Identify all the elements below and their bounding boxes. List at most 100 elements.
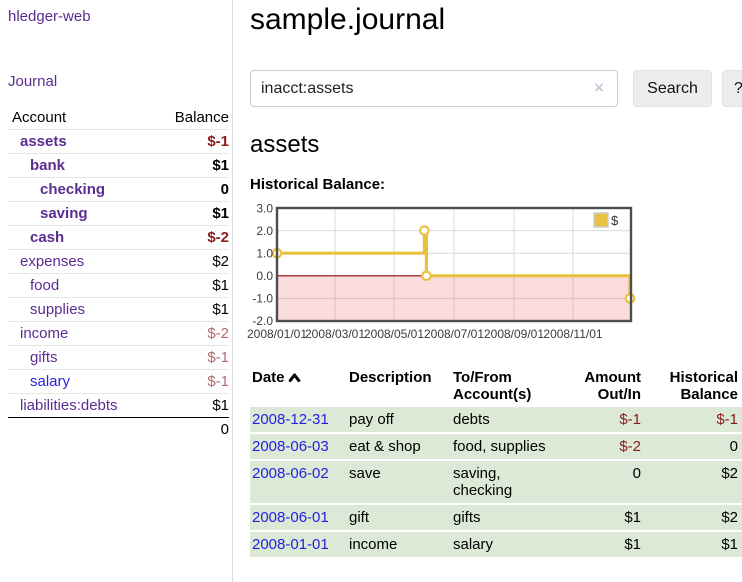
svg-text:2008/01/01: 2008/01/01 <box>247 327 307 341</box>
balance-column-header[interactable]: Historical Balance <box>669 369 738 403</box>
account-link[interactable]: expenses <box>20 253 85 270</box>
account-row-checking: checking 0 <box>8 177 229 202</box>
account-row-salary: salary $-1 <box>8 369 229 394</box>
svg-text:2.0: 2.0 <box>256 224 273 238</box>
transaction-accounts: food, supplies <box>451 433 557 461</box>
description-column-header[interactable]: Description <box>349 369 432 386</box>
account-link[interactable]: food <box>30 277 60 294</box>
transaction-description: gift <box>347 504 451 532</box>
sidebar: hledger-web Journal Account Balance asse… <box>0 0 233 582</box>
transaction-accounts: saving, checking <box>451 460 557 505</box>
transaction-amount: $1 <box>557 504 645 532</box>
transaction-balance: $-1 <box>645 407 742 434</box>
transaction-row: 2008-01-01 income salary $1 $1 <box>250 531 742 559</box>
transaction-date-link[interactable]: 2008-06-02 <box>250 460 347 505</box>
transaction-description: pay off <box>347 407 451 434</box>
account-link[interactable]: salary <box>30 373 71 390</box>
transaction-balance: $2 <box>645 504 742 532</box>
transaction-balance: $2 <box>645 460 742 505</box>
account-balance: $1 <box>212 157 229 174</box>
accounts-total: 0 <box>220 421 229 438</box>
search-input[interactable] <box>250 70 618 107</box>
transaction-amount: $-2 <box>557 433 645 461</box>
account-balance: $1 <box>212 397 229 414</box>
accounts-column-header[interactable]: To/From Account(s) <box>453 369 532 403</box>
main-content: sample.journal × Search ? assets Histori… <box>247 0 742 559</box>
search-button[interactable]: Search <box>633 70 712 107</box>
account-row-cash: cash $-2 <box>8 225 229 250</box>
transaction-accounts: gifts <box>451 504 557 532</box>
balance-col-header: Balance <box>174 109 229 126</box>
account-row-saving: saving $1 <box>8 201 229 226</box>
transaction-date-link[interactable]: 2008-01-01 <box>250 531 347 559</box>
account-link[interactable]: bank <box>30 157 66 174</box>
help-button[interactable]: ? <box>722 70 742 107</box>
transaction-date-link[interactable]: 2008-06-03 <box>250 433 347 461</box>
transaction-date-link[interactable]: 2008-06-01 <box>250 504 347 532</box>
legend-label: $ <box>611 213 619 228</box>
transaction-accounts: debts <box>451 407 557 434</box>
account-balance: $1 <box>212 205 229 222</box>
account-row-bank: bank $1 <box>8 153 229 178</box>
chart-legend: $ <box>591 211 625 230</box>
account-row-expenses: expenses $2 <box>8 249 229 274</box>
transaction-balance: $1 <box>645 531 742 559</box>
accounts-total-row: 0 <box>8 417 229 442</box>
account-balance: $2 <box>212 253 229 270</box>
historical-balance-chart: $ 3.0 2.0 1.0 0.0 -1.0 -2.0 2008/01/01 2… <box>245 198 742 351</box>
account-row-assets: assets $-1 <box>8 129 229 154</box>
transaction-row: 2008-12-31 pay off debts $-1 $-1 <box>250 407 742 434</box>
account-balance: $-2 <box>207 229 229 246</box>
account-row-gifts: gifts $-1 <box>8 345 229 370</box>
svg-text:-2.0: -2.0 <box>252 314 273 328</box>
transaction-description: eat & shop <box>347 433 451 461</box>
negative-region <box>277 275 631 321</box>
amount-column-header[interactable]: Amount Out/In <box>584 369 641 403</box>
transaction-row: 2008-06-02 save saving, checking 0 $2 <box>250 460 742 505</box>
account-row-food: food $1 <box>8 273 229 298</box>
transaction-amount: $1 <box>557 531 645 559</box>
svg-text:2008/07/01: 2008/07/01 <box>424 327 484 341</box>
date-column-header[interactable]: Date <box>250 367 347 407</box>
account-row-liabilities-debts: liabilities:debts $1 <box>8 393 229 418</box>
account-link[interactable]: income <box>20 325 69 342</box>
accounts-table-header: Account Balance <box>8 106 229 130</box>
account-link[interactable]: saving <box>40 205 88 222</box>
accounts-table: Account Balance assets $-1 bank $1 check… <box>8 106 229 441</box>
accounts-col-header: Account <box>12 109 67 126</box>
sidebar-item-journal[interactable]: Journal <box>8 73 58 90</box>
svg-text:-1.0: -1.0 <box>252 292 273 306</box>
page-title: sample.journal <box>250 3 446 36</box>
transaction-date-link[interactable]: 2008-12-31 <box>250 407 347 434</box>
register-table: Date Description To/From Account(s) Amou… <box>250 367 742 559</box>
account-balance: $-1 <box>207 133 229 150</box>
legend-swatch <box>593 212 609 228</box>
svg-text:2008/11/01: 2008/11/01 <box>543 327 602 341</box>
x-axis-labels: 2008/01/01 2008/03/01 2008/05/01 2008/07… <box>247 327 603 341</box>
account-link[interactable]: checking <box>40 181 106 198</box>
account-balance: $-2 <box>207 325 229 342</box>
account-balance: $1 <box>212 277 229 294</box>
account-link[interactable]: liabilities:debts <box>20 397 118 414</box>
svg-text:2008/03/01: 2008/03/01 <box>305 327 365 341</box>
transaction-row: 2008-06-03 eat & shop food, supplies $-2… <box>250 433 742 461</box>
account-page-title: assets <box>250 131 320 158</box>
account-balance: $-1 <box>207 373 229 390</box>
account-balance: $1 <box>212 301 229 318</box>
account-balance: $-1 <box>207 349 229 366</box>
transaction-amount: $-1 <box>557 407 645 434</box>
transaction-description: income <box>347 531 451 559</box>
register-header-row: Date Description To/From Account(s) Amou… <box>250 367 742 407</box>
sort-ascending-icon <box>288 370 301 387</box>
account-link[interactable]: gifts <box>30 349 58 366</box>
svg-text:3.0: 3.0 <box>256 202 273 216</box>
account-link[interactable]: assets <box>20 133 67 150</box>
svg-text:1.0: 1.0 <box>256 247 273 261</box>
account-link[interactable]: supplies <box>30 301 86 318</box>
app-title-link[interactable]: hledger-web <box>8 8 91 25</box>
account-balance: 0 <box>220 181 229 198</box>
clear-search-icon[interactable]: × <box>594 78 604 97</box>
account-link[interactable]: cash <box>30 229 65 246</box>
transaction-accounts: salary <box>451 531 557 559</box>
search-form: × Search ? <box>250 70 742 107</box>
